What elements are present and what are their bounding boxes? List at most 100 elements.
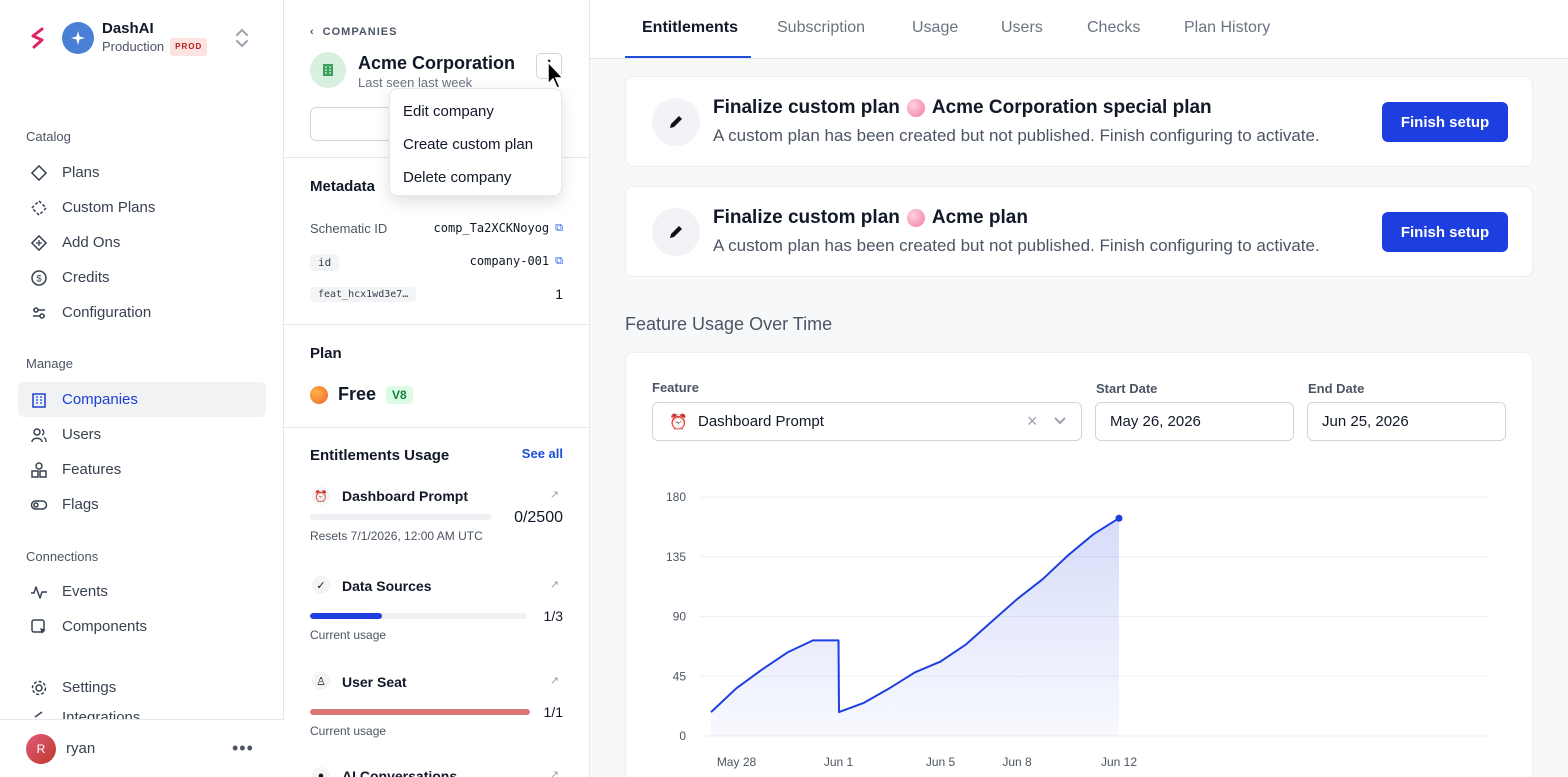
tab-plan-history[interactable]: Plan History [1184,19,1271,36]
plug-icon [30,709,48,719]
nav-section-catalog: Catalog [26,129,71,144]
sliders-icon [30,304,48,322]
environment-badge: PROD [170,38,208,56]
metadata-title: Metadata [310,178,376,195]
workspace-avatar [62,22,94,54]
activity-icon [30,583,48,601]
arrow-up-right-icon[interactable]: ↗ [549,675,559,687]
page-title: Acme Corporation [358,53,516,73]
svg-text:$: $ [36,273,41,283]
feature-usage-card: Feature ⏰ Dashboard Prompt × Start Date … [625,352,1533,777]
y-tick-label: 45 [673,669,687,683]
finish-setup-button[interactable]: Finish setup [1382,102,1508,142]
toggle-icon [30,496,48,514]
sidebar-item-label: Flags [62,496,99,513]
metadata-value-text: comp_Ta2XCKNoyog [433,221,550,235]
usage-progress-bar [310,613,527,619]
plan-icon [906,99,925,117]
nav-section-manage: Manage [26,356,73,371]
end-date-label: End Date [1308,381,1365,396]
metadata-value-text: company-001 [469,254,550,268]
tab-entitlements[interactable]: Entitlements [642,19,739,36]
entitlements-usage-title: Entitlements Usage [310,447,450,464]
plan-icon [310,385,328,404]
sidebar-item-plans[interactable]: Plans [18,155,266,190]
metadata-value: company-001 ⧉ [470,254,563,268]
current-plan[interactable]: Free V8 [310,384,413,405]
tab-users[interactable]: Users [1001,19,1043,36]
workspace-name: DashAI [102,20,154,37]
workspace-switcher[interactable]: DashAI Production PROD [26,20,208,56]
arrow-up-right-icon[interactable]: ↗ [549,489,559,501]
end-date-input[interactable]: Jun 25, 2026 [1307,402,1506,441]
check-circle-icon: ✓ [312,576,330,594]
menu-item-delete-company[interactable]: Delete company [403,169,512,186]
building-icon [323,64,333,76]
nav-section-connections: Connections [26,549,99,564]
sidebar-item-users[interactable]: Users [18,417,266,452]
sidebar-item-companies[interactable]: Companies [18,382,266,417]
sidebar-item-events[interactable]: Events [18,574,266,609]
user-menu[interactable]: R ryan ••• [0,719,284,777]
tab-checks[interactable]: Checks [1087,19,1141,36]
tab-subscription[interactable]: Subscription [777,19,866,36]
sidebar-item-label: Companies [62,391,138,408]
main-content: Entitlements Subscription Usage Users Ch… [590,0,1568,777]
alarm-clock-icon: ⏰ [669,413,688,431]
chevron-updown-icon[interactable] [232,26,252,55]
plan-name: Free [338,384,377,404]
banner-description: A custom plan has been created but not p… [713,126,1320,145]
sidebar-item-components[interactable]: Components [18,609,266,644]
usage-value: 1/1 [543,704,563,720]
sidebar-item-features[interactable]: Features [18,452,266,487]
sidebar-item-integrations[interactable]: Integrations [18,703,266,719]
metadata-key-chip: feat_hcx1wd3e7… [310,287,417,302]
sidebar-item-flags[interactable]: Flags [18,487,266,522]
chevron-down-icon[interactable] [1053,413,1067,430]
seat-icon: ♙ [312,672,330,690]
custom-plan-banner: Finalize custom plan Acme Corporation sp… [625,76,1533,167]
copy-icon[interactable]: ⧉ [555,254,563,267]
arrow-up-right-icon[interactable]: ↗ [549,579,559,591]
shapes-icon [30,461,48,479]
y-tick-label: 135 [666,550,686,564]
menu-item-edit-company[interactable]: Edit company [403,103,494,120]
feature-select[interactable]: ⏰ Dashboard Prompt × [652,402,1082,441]
copy-icon[interactable]: ⧉ [555,221,563,234]
feature-usage-chart: 0 45 90 135 180 May 28 Jun 1 Jun 5 Jun 8 Jun 12 [666,490,1488,769]
banner-title-prefix: Finalize custom plan [713,97,900,118]
sidebar-item-label: Configuration [62,304,152,321]
banner-title-prefix: Finalize custom plan [713,207,900,228]
mouse-cursor-icon [546,60,566,95]
y-tick-label: 0 [679,729,686,743]
sidebar-item-credits[interactable]: $ Credits [18,260,266,295]
company-actions-menu: Edit company Create custom plan Delete c… [389,88,562,196]
sidebar-item-add-ons[interactable]: Add Ons [18,225,266,260]
start-date-input[interactable]: May 26, 2026 [1095,402,1294,441]
clear-icon[interactable]: × [1027,411,1038,431]
usage-value: 1/3 [543,608,563,624]
breadcrumb: COMPANIES [322,26,398,38]
sidebar-item-configuration[interactable]: Configuration [18,295,266,330]
custom-plan-banner: Finalize custom plan Acme plan A custom … [625,186,1533,277]
tab-usage[interactable]: Usage [912,19,959,36]
sidebar-item-label: Add Ons [62,234,121,251]
avatar: R [26,733,56,764]
banner-plan-name: Acme plan [931,207,1028,228]
entitlement-name: Data Sources [342,578,432,594]
sidebar-item-settings[interactable]: Settings [18,670,266,705]
usage-sub-text: Current usage [310,628,387,642]
plan-icon [906,209,925,227]
sidebar-item-custom-plans[interactable]: Custom Plans [18,190,266,225]
arrow-up-right-icon[interactable]: ↗ [549,769,559,777]
sidebar-item-label: Users [62,426,102,443]
banner-plan-name: Acme Corporation special plan [931,97,1212,118]
finish-setup-button[interactable]: Finish setup [1382,212,1508,252]
see-all-link[interactable]: See all [521,446,563,461]
usage-sub-text: Current usage [310,724,387,738]
back-to-companies-link[interactable]: ‹ COMPANIES [310,26,397,38]
menu-item-create-custom-plan[interactable]: Create custom plan [403,136,534,153]
metadata-value: 1 [555,286,563,302]
usage-value: 0/2500 [514,509,563,526]
more-horizontal-icon[interactable]: ••• [232,738,254,758]
